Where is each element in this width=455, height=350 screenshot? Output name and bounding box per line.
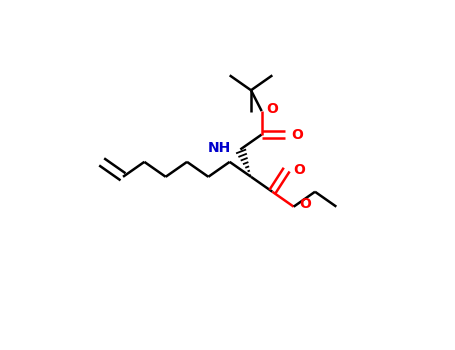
Text: O: O bbox=[299, 197, 311, 211]
Text: NH: NH bbox=[208, 141, 231, 155]
Text: O: O bbox=[292, 127, 303, 141]
Text: O: O bbox=[266, 102, 278, 116]
Text: O: O bbox=[293, 163, 305, 177]
